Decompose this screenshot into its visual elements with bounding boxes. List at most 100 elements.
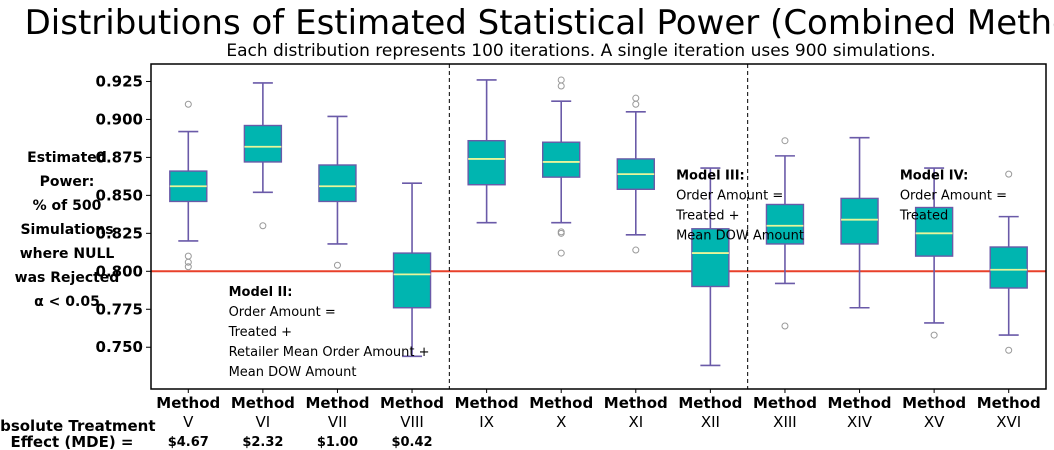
y-label-line: Power: bbox=[40, 174, 95, 190]
y-axis-label: Estimated Power: % of 500 Simulations where … bbox=[15, 150, 120, 310]
plot-frame bbox=[150, 63, 1047, 390]
iqr-box bbox=[243, 124, 283, 163]
outlier-point bbox=[259, 222, 267, 230]
y-label-line: where NULL bbox=[20, 246, 115, 262]
x-tick-label-line2: XII bbox=[701, 413, 720, 431]
y-axis-ticks: 0.750 0.775 0.800 0.825 0.850 0.875 0.900 0.925 bbox=[96, 72, 151, 356]
x-tick-label-line2: XVI bbox=[996, 413, 1021, 431]
annotation-heading: Model II: bbox=[229, 285, 293, 300]
x-tick-label-line2: XV bbox=[924, 413, 945, 431]
annotation-line: Order Amount = bbox=[676, 188, 783, 203]
y-label-line: Simulations bbox=[20, 222, 113, 238]
x-tick-label-line2: XIII bbox=[773, 413, 797, 431]
outlier-point bbox=[1005, 170, 1013, 178]
box-xvi bbox=[989, 170, 1028, 354]
x-tick-label-line1: Method bbox=[604, 394, 668, 412]
y-tick-label: 0.875 bbox=[96, 148, 143, 166]
y-label-line: α < 0.05 bbox=[34, 294, 100, 310]
box-ix bbox=[467, 79, 506, 224]
box-xi bbox=[616, 94, 655, 254]
outlier-point bbox=[781, 322, 789, 330]
x-tick-label-line1: Method bbox=[380, 394, 444, 412]
x-tick-label-line2: X bbox=[556, 413, 566, 431]
x-tick-label-line1: Method bbox=[828, 394, 892, 412]
box-xiv bbox=[840, 136, 879, 309]
box-x bbox=[542, 76, 581, 257]
y-tick-label: 0.850 bbox=[96, 186, 143, 204]
outlier-point bbox=[632, 94, 640, 102]
iqr-box bbox=[467, 139, 506, 186]
y-tick-label: 0.775 bbox=[96, 300, 143, 318]
model-annotations: Model II: Order Amount = Treated + Retailer… bbox=[228, 168, 1007, 380]
outlier-point bbox=[781, 137, 789, 145]
box-xiii bbox=[765, 137, 805, 330]
iqr-box bbox=[765, 203, 805, 245]
y-label-line: % of 500 bbox=[33, 198, 102, 214]
annotation-heading: Model IV: bbox=[900, 168, 969, 183]
box-v bbox=[169, 100, 208, 271]
x-tick-label-line1: Method bbox=[231, 394, 295, 412]
annotation-2: Model II: Order Amount = Treated + Retailer… bbox=[228, 285, 430, 380]
y-tick-label: 0.800 bbox=[96, 262, 143, 280]
outlier-point bbox=[632, 100, 640, 108]
iqr-box bbox=[392, 252, 432, 309]
box-xii bbox=[691, 167, 730, 367]
chart-title: Distributions of Estimated Statistical P… bbox=[25, 3, 1054, 43]
mde-value: $1.00 bbox=[317, 435, 358, 450]
annotation-line: Order Amount = bbox=[229, 305, 336, 320]
outlier-point bbox=[557, 76, 565, 84]
outlier-point bbox=[1005, 346, 1013, 354]
annotation-line: Order Amount = bbox=[900, 188, 1007, 203]
iqr-box bbox=[840, 197, 879, 245]
x-tick-label-line2: XI bbox=[628, 413, 643, 431]
box-vii bbox=[318, 115, 357, 269]
y-tick-label: 0.825 bbox=[96, 224, 143, 242]
box-xv bbox=[914, 167, 954, 339]
iqr-box bbox=[691, 228, 730, 288]
x-tick-label-line1: Method bbox=[529, 394, 593, 412]
annotation-3: Model III: Order Amount = Treated + Mean DO… bbox=[675, 168, 804, 243]
x-tick-label-line2: VII bbox=[328, 413, 347, 431]
x-tick-label-line2: IX bbox=[479, 413, 494, 431]
chart-subtitle: Each distribution represents 100 iterati… bbox=[226, 41, 935, 61]
outlier-point bbox=[557, 229, 565, 237]
outlier-point bbox=[557, 249, 565, 257]
x-tick-label-line1: Method bbox=[902, 394, 966, 412]
iqr-box bbox=[914, 206, 954, 257]
x-tick-label-line2: V bbox=[183, 413, 194, 431]
annotation-line: Treated bbox=[899, 208, 948, 223]
outlier-point bbox=[184, 263, 192, 271]
box-vi bbox=[243, 82, 283, 230]
y-label-line: Estimated bbox=[27, 150, 107, 166]
x-tick-label-line1: Method bbox=[977, 394, 1041, 412]
x-tick-label-line1: Method bbox=[678, 394, 742, 412]
annotation-line: Mean DOW Amount bbox=[676, 228, 804, 243]
outlier-point bbox=[930, 331, 938, 339]
iqr-box bbox=[318, 164, 357, 203]
group-separators bbox=[448, 64, 749, 389]
x-tick-label-line1: Method bbox=[455, 394, 519, 412]
annotation-line: Treated + bbox=[228, 325, 292, 340]
outlier-point bbox=[557, 82, 565, 90]
x-tick-label-line1: Method bbox=[753, 394, 817, 412]
x-axis-categories: MethodVMethodVIMethodVIIMethodVIIIMethod… bbox=[156, 389, 1041, 431]
annotation-line: Mean DOW Amount bbox=[229, 365, 357, 380]
mde-row-label: Effect (MDE) = bbox=[11, 433, 134, 450]
outlier-point bbox=[184, 252, 192, 260]
mde-value: $0.42 bbox=[391, 435, 432, 450]
y-tick-label: 0.925 bbox=[96, 72, 143, 90]
annotation-4: Model IV: Order Amount = Treated bbox=[899, 168, 1007, 223]
iqr-box bbox=[542, 141, 581, 178]
x-tick-label-line1: Method bbox=[305, 394, 369, 412]
x-tick-label-line2: VI bbox=[256, 413, 271, 431]
y-tick-label: 0.900 bbox=[96, 110, 143, 128]
x-tick-label-line1: Method bbox=[156, 394, 220, 412]
annotation-heading: Model III: bbox=[676, 168, 745, 183]
annotation-line: Treated + bbox=[675, 208, 739, 223]
iqr-box bbox=[989, 246, 1028, 289]
outlier-point bbox=[184, 100, 192, 108]
mde-value: $2.32 bbox=[242, 435, 283, 450]
outlier-point bbox=[333, 261, 341, 269]
x-tick-label-line2: VIII bbox=[400, 413, 424, 431]
